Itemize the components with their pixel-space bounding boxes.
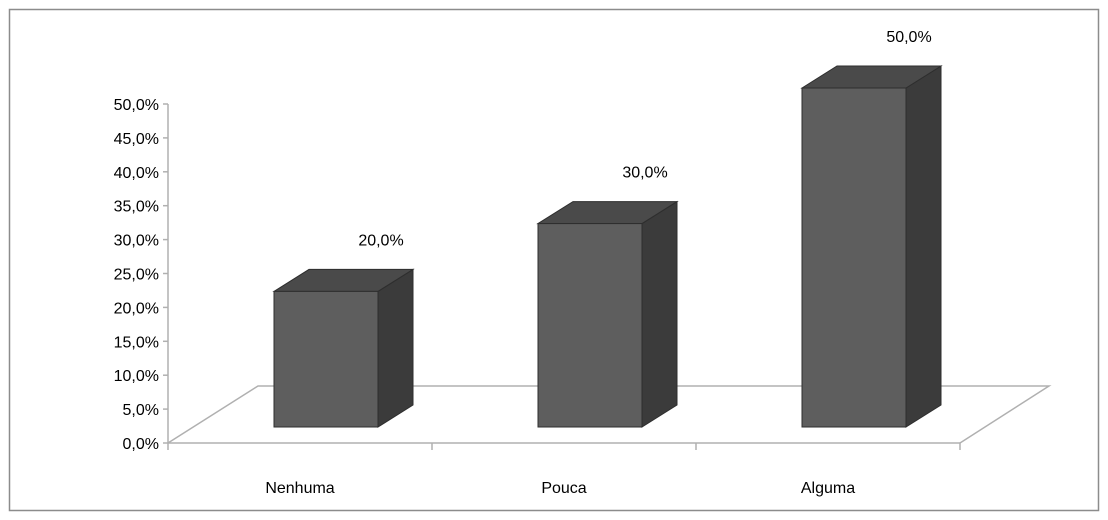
y-axis: 0,0% 5,0% 10,0% 15,0% 20,0% 25,0% 30,0% 35,0% 40… xyxy=(114,97,169,453)
bar-side xyxy=(641,200,678,428)
data-label: 20,0% xyxy=(358,232,403,249)
y-tick-label: 10,0% xyxy=(114,368,159,385)
y-tick-label: 5,0% xyxy=(123,402,159,419)
data-label: 50,0% xyxy=(886,29,931,46)
bar xyxy=(800,65,943,428)
x-category-label: Nenhuma xyxy=(265,480,334,497)
bar-front xyxy=(537,223,643,428)
x-category-label: Alguma xyxy=(801,480,855,497)
y-tick-label: 25,0% xyxy=(114,267,159,284)
y-tick-label: 45,0% xyxy=(114,131,159,148)
bar-side xyxy=(905,65,942,428)
data-label: 30,0% xyxy=(622,165,667,182)
bar xyxy=(536,200,679,428)
bar-front xyxy=(273,290,379,428)
y-tick-label: 20,0% xyxy=(114,300,159,317)
y-tick-label: 40,0% xyxy=(114,165,159,182)
bar xyxy=(272,268,415,428)
x-category-label: Pouca xyxy=(541,480,586,497)
y-tick-label: 15,0% xyxy=(114,334,159,351)
x-axis: Nenhuma Pouca Alguma xyxy=(167,443,961,497)
y-tick-label: 30,0% xyxy=(114,233,159,250)
bar-side xyxy=(377,268,414,428)
y-tick-label: 35,0% xyxy=(114,199,159,216)
bar-front xyxy=(801,87,907,428)
bars xyxy=(272,65,943,428)
y-tick-label: 50,0% xyxy=(114,97,159,114)
data-labels: 20,0% 30,0% 50,0% xyxy=(358,29,931,249)
y-tick-label: 0,0% xyxy=(123,436,159,453)
